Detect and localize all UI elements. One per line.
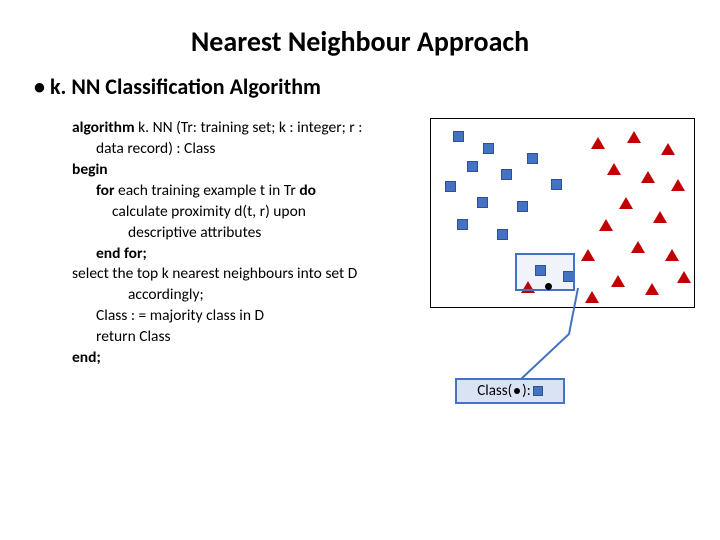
class-label-before: Class( bbox=[477, 379, 512, 403]
scatter-diagram: Class( ): bbox=[430, 118, 700, 418]
square-icon bbox=[533, 386, 543, 396]
alg-line-1: algorithm k. NN (Tr: training set; k : i… bbox=[72, 118, 432, 139]
alg-line-10: Class : = majority class in D bbox=[72, 306, 432, 327]
kw-endfor: end for; bbox=[96, 244, 147, 263]
kw-do: do bbox=[299, 181, 316, 200]
alg-l4b: each training example t in Tr bbox=[115, 181, 300, 200]
dot-icon bbox=[514, 388, 520, 394]
alg-line-12: end; bbox=[72, 348, 432, 369]
alg-line-4: for each training example t in Tr do bbox=[72, 181, 432, 202]
alg-line-7: end for; bbox=[72, 244, 432, 265]
subtitle-text: k. NN Classification Algorithm bbox=[50, 73, 321, 100]
class-result-box: Class( ): bbox=[455, 378, 565, 404]
kw-begin: begin bbox=[72, 160, 108, 179]
slide-title: Nearest Neighbour Approach bbox=[0, 0, 720, 59]
alg-line-5: calculate proximity d(t, r) upon bbox=[72, 202, 432, 223]
alg-line-11: return Class bbox=[72, 327, 432, 348]
alg-line-8: select the top k nearest neighbours into… bbox=[72, 264, 432, 285]
kw-end: end; bbox=[72, 348, 101, 367]
alg-line-2: data record) : Class bbox=[72, 139, 432, 160]
algorithm-block: algorithm k. NN (Tr: training set; k : i… bbox=[72, 118, 432, 369]
alg-line-9: accordingly; bbox=[72, 285, 432, 306]
class-label-after: ): bbox=[522, 379, 531, 403]
slide-subtitle: k. NN Classification Algorithm bbox=[0, 59, 720, 104]
alg-line-3: begin bbox=[72, 160, 432, 181]
kw-for: for bbox=[96, 181, 115, 200]
alg-line-6: descriptive attributes bbox=[72, 223, 432, 244]
connector-line bbox=[430, 118, 700, 418]
kw-algorithm: algorithm bbox=[72, 118, 135, 137]
alg-l1b: k. NN (Tr: training set; k : integer; r … bbox=[135, 118, 363, 137]
